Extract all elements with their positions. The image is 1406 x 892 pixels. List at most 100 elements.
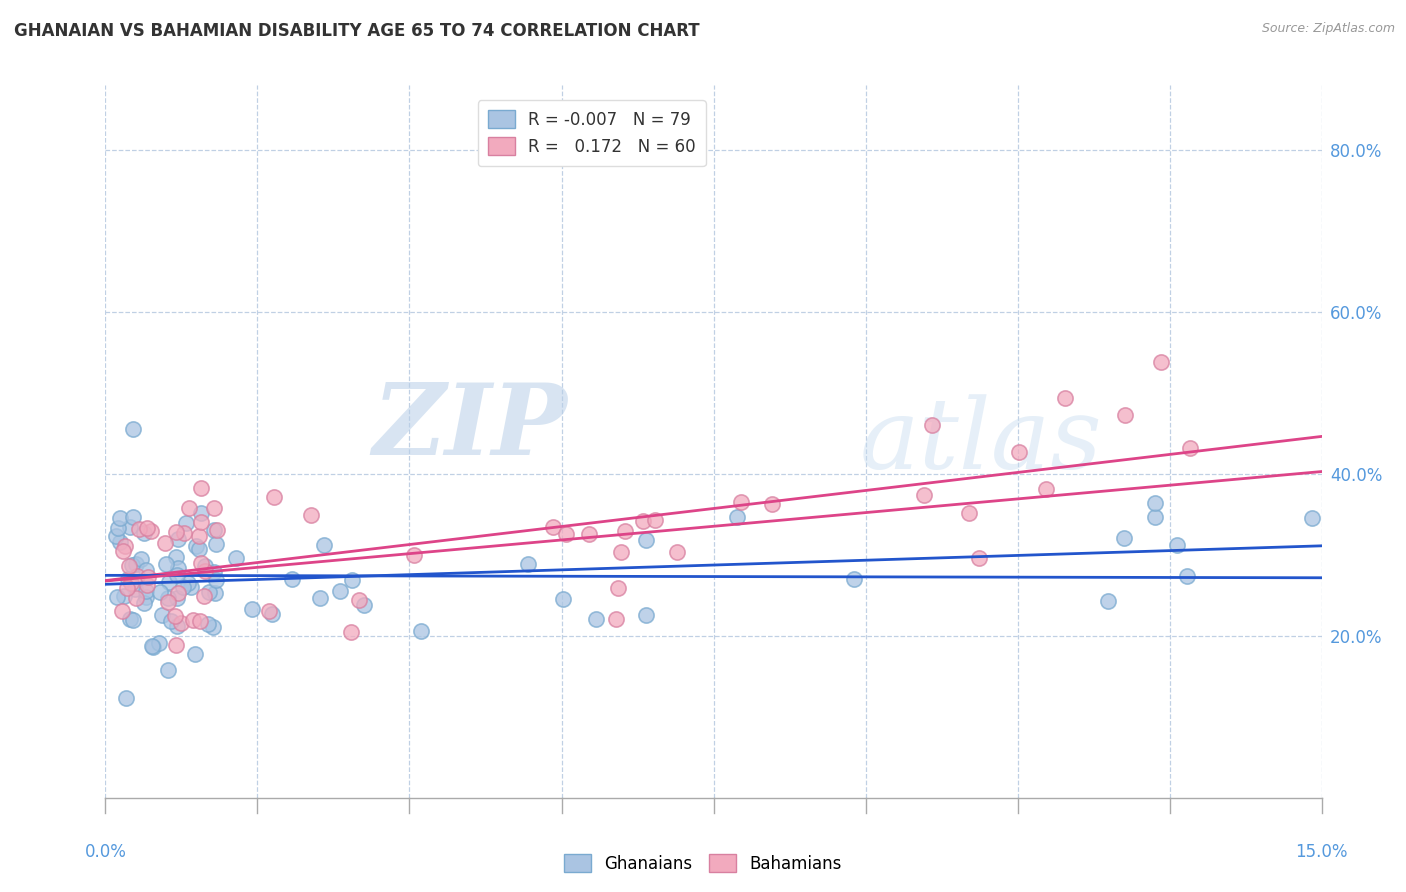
Point xyxy=(157,575,180,590)
Point xyxy=(198,585,221,599)
Point xyxy=(172,580,194,594)
Point xyxy=(299,508,322,522)
Point xyxy=(912,488,935,502)
Point xyxy=(340,624,363,639)
Point xyxy=(260,607,283,621)
Point xyxy=(1301,510,1323,524)
Point xyxy=(121,422,143,436)
Point xyxy=(1178,441,1201,455)
Point xyxy=(204,573,226,587)
Point xyxy=(202,524,225,538)
Point xyxy=(842,572,865,586)
Point xyxy=(166,561,188,575)
Point xyxy=(127,568,149,582)
Point xyxy=(166,567,188,582)
Point xyxy=(148,635,170,649)
Point xyxy=(194,565,217,579)
Point xyxy=(1114,408,1136,422)
Point xyxy=(166,591,188,605)
Point xyxy=(259,603,281,617)
Point xyxy=(160,615,183,629)
Point xyxy=(402,548,425,562)
Point xyxy=(173,526,195,541)
Point xyxy=(309,591,332,606)
Point xyxy=(606,582,628,596)
Point xyxy=(165,549,187,564)
Point xyxy=(180,580,202,594)
Point xyxy=(135,521,157,535)
Point xyxy=(225,551,247,566)
Point xyxy=(107,521,129,535)
Point xyxy=(1175,569,1198,583)
Legend: R = -0.007   N = 79, R =   0.172   N = 60: R = -0.007 N = 79, R = 0.172 N = 60 xyxy=(478,100,706,166)
Point xyxy=(122,509,145,524)
Point xyxy=(1007,445,1029,459)
Point xyxy=(150,607,173,622)
Point xyxy=(149,585,172,599)
Point xyxy=(614,524,637,538)
Point xyxy=(957,506,980,520)
Point xyxy=(142,640,165,654)
Point xyxy=(112,589,135,603)
Point xyxy=(202,500,225,515)
Point xyxy=(263,490,285,504)
Point xyxy=(117,572,139,586)
Point xyxy=(204,537,226,551)
Point xyxy=(197,616,219,631)
Point xyxy=(644,513,666,527)
Point xyxy=(118,520,141,534)
Point xyxy=(329,583,352,598)
Point xyxy=(135,590,157,604)
Point xyxy=(156,595,179,609)
Point xyxy=(136,570,159,584)
Point xyxy=(1144,509,1167,524)
Point xyxy=(551,591,574,606)
Point xyxy=(188,614,211,628)
Point xyxy=(111,604,134,618)
Point xyxy=(165,608,187,623)
Point xyxy=(179,500,201,515)
Point xyxy=(312,538,335,552)
Point xyxy=(1112,531,1135,545)
Text: 0.0%: 0.0% xyxy=(84,843,127,861)
Point xyxy=(631,514,654,528)
Point xyxy=(166,586,188,600)
Point xyxy=(1166,538,1188,552)
Point xyxy=(153,536,176,550)
Point xyxy=(141,639,163,653)
Point xyxy=(190,515,212,529)
Point xyxy=(181,613,204,627)
Point xyxy=(1054,391,1077,405)
Point xyxy=(104,529,127,543)
Point xyxy=(353,598,375,612)
Point xyxy=(184,647,207,661)
Point xyxy=(340,573,363,587)
Point xyxy=(554,526,576,541)
Point xyxy=(187,529,209,543)
Point xyxy=(125,558,148,572)
Point xyxy=(166,618,188,632)
Legend: Ghanaians, Bahamians: Ghanaians, Bahamians xyxy=(558,847,848,880)
Point xyxy=(135,583,157,598)
Point xyxy=(201,620,224,634)
Point xyxy=(202,565,225,579)
Point xyxy=(170,615,193,630)
Point xyxy=(240,602,263,616)
Text: 15.0%: 15.0% xyxy=(1295,843,1348,861)
Point xyxy=(105,590,128,604)
Point xyxy=(187,542,209,557)
Point xyxy=(114,539,136,553)
Point xyxy=(128,522,150,536)
Point xyxy=(155,557,177,571)
Point xyxy=(543,520,565,534)
Point xyxy=(636,608,658,623)
Point xyxy=(177,575,200,590)
Point xyxy=(115,581,138,595)
Text: Source: ZipAtlas.com: Source: ZipAtlas.com xyxy=(1261,22,1395,36)
Point xyxy=(1143,496,1166,510)
Text: atlas: atlas xyxy=(859,394,1102,489)
Point xyxy=(190,481,212,495)
Point xyxy=(110,511,132,525)
Point xyxy=(281,572,304,586)
Point xyxy=(605,612,627,626)
